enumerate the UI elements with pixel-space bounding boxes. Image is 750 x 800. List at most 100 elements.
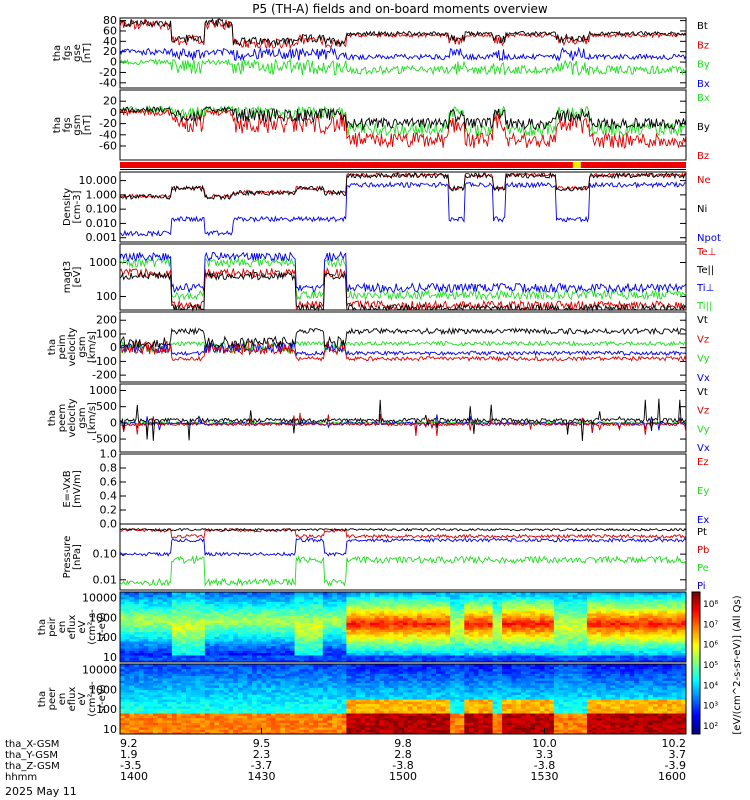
spectrogram-cell [120,610,126,614]
spectrogram-cell [648,638,654,642]
spectrogram-cell [643,617,649,621]
spectrogram-cell [176,724,182,728]
spectrogram-cell [275,652,281,656]
spectrogram-cell [214,720,220,723]
spectrogram-cell [525,627,531,630]
spectrogram-cell [237,724,244,728]
spectrogram-cell [525,613,531,616]
spectrogram-cell [407,603,413,607]
spectrogram-cell [186,689,192,693]
spectrogram-cell [153,675,159,679]
spectrogram-cell [228,599,234,602]
spectrogram-cell [398,624,404,628]
spectrogram-cell [388,655,395,658]
spectrogram-cell [148,720,154,723]
spectrogram-cell [478,620,484,623]
spectrogram-cell [629,655,635,658]
spectrogram-cell [313,601,319,605]
spectrogram-cell [572,631,579,635]
spectrogram-cell [138,710,145,714]
spectrogram-cell [648,624,654,628]
spectrogram-cell [256,638,262,642]
spectrogram-cell [252,601,258,605]
spectrogram-cell [289,685,296,688]
spectrogram-cell [351,606,357,609]
spectrogram-cell [204,608,211,612]
spectrogram-cell [445,599,451,602]
spectrogram-cell [412,645,418,649]
spectrogram-cell [280,620,286,623]
spectrogram-cell [214,729,220,733]
spectrogram-cell [450,592,456,595]
spectrogram-cell [596,638,602,642]
spectrogram-cell [332,622,338,626]
spectrogram-cell [506,657,512,661]
spectrogram-cell [681,599,687,602]
spectrogram-cell [572,601,579,605]
spectrogram-cell [129,659,135,663]
spectrogram-cell [209,606,215,609]
spectrogram-cell [299,613,305,616]
spectrogram-cell [186,657,192,661]
spectrogram-cell [384,645,390,649]
spectrogram-cell [242,622,248,626]
spectrogram-cell [643,650,649,654]
spectrogram-cell [544,627,550,630]
spectrogram-cell [506,606,512,609]
spectrogram-cell [157,680,163,684]
spectrogram-cell [157,606,163,609]
spectrogram-cell [473,648,479,651]
spectrogram-cell [652,636,659,640]
spectrogram-cell [308,645,314,649]
spectrogram-cell [134,645,140,649]
spectrogram-cell [511,622,517,626]
spectrogram-cell [233,666,239,670]
spectrogram-cell [252,629,258,633]
spectrogram-cell [256,727,262,730]
spectrogram-cell [204,610,211,614]
spectrogram-cell [186,710,192,714]
spectrogram-cell [129,713,135,716]
spectrogram-cell [176,659,182,663]
spectrogram-cell [120,652,126,656]
spectrogram-cell [303,594,310,598]
spectrogram-cell [652,627,659,630]
spectrogram-cell [502,638,508,642]
spectrogram-cell [332,627,338,630]
spectrogram-cell [327,620,333,623]
spectrogram-cell [285,634,291,637]
spectrogram-cell [459,624,465,628]
spectrogram-cell [308,613,314,616]
spectrogram-cell [450,629,456,633]
spectrogram-cell [530,624,536,628]
spectrogram-cell [398,631,404,635]
spectrogram-cell [209,668,215,672]
spectrogram-cell [162,689,168,693]
spectrogram-cell [228,722,234,726]
spectrogram-cell [242,659,248,663]
spectrogram-cell [615,617,621,621]
spectrogram-cell [176,729,182,733]
spectrogram-cell [676,622,682,626]
spectrogram-cell [615,645,621,649]
spectrogram-cell [204,624,211,628]
spectrogram-cell [487,610,494,614]
spectrogram-cell [162,641,168,644]
spectrogram-cell [643,608,649,612]
spectrogram-cell [502,610,508,614]
spectrogram-cell [407,620,413,623]
spectrogram-cell [445,594,451,598]
spectrogram-cell [374,634,380,637]
spectrogram-cell [223,675,229,679]
spectrogram-cell [195,731,201,735]
legend-entry: Bz [697,40,709,51]
spectrogram-cell [190,650,196,654]
spectrogram-cell [436,636,442,640]
spectrogram-cell [162,713,168,716]
spectrogram-cell [336,622,343,626]
spectrogram-cell [530,645,536,649]
spectrogram-cell [237,634,244,637]
spectrogram-cell [619,594,626,598]
spectrogram-cell [195,713,201,716]
spectrogram-cell [285,594,291,598]
